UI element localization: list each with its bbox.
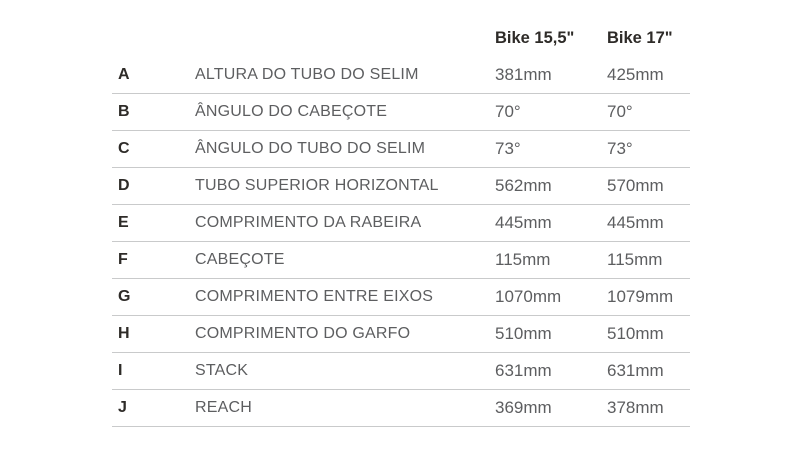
row-value-bike-15-5: 115mm — [495, 250, 551, 269]
row-letter: F — [118, 251, 128, 268]
row-letter: J — [118, 399, 127, 416]
column-header-bike-17: Bike 17" — [607, 29, 673, 47]
row-value-bike-15-5: 562mm — [495, 176, 552, 195]
row-value-bike-15-5: 1070mm — [495, 287, 562, 306]
bike-geometry-table: Bike 15,5" Bike 17" A ALTURA DO TUBO DO … — [112, 20, 690, 427]
row-letter: G — [118, 288, 131, 305]
row-value-bike-15-5: 70° — [495, 102, 521, 121]
row-value-bike-17: 1079mm — [607, 287, 674, 306]
row-value-bike-17: 70° — [607, 102, 633, 121]
row-letter: B — [118, 103, 130, 120]
table-row: F CABEÇOTE 115mm 115mm — [112, 242, 690, 279]
row-value-bike-17: 631mm — [607, 361, 664, 380]
table-row: H COMPRIMENTO DO GARFO 510mm 510mm — [112, 316, 690, 353]
row-letter: D — [118, 177, 130, 194]
row-value-bike-17: 115mm — [607, 250, 663, 269]
row-value-bike-17: 378mm — [607, 398, 664, 417]
table-row: D TUBO SUPERIOR HORIZONTAL 562mm 570mm — [112, 168, 690, 205]
row-label: REACH — [195, 399, 253, 416]
row-value-bike-15-5: 510mm — [495, 324, 552, 343]
table-row: J REACH 369mm 378mm — [112, 390, 690, 427]
row-value-bike-15-5: 631mm — [495, 361, 552, 380]
row-letter: E — [118, 214, 129, 231]
column-header-bike-15-5: Bike 15,5" — [495, 29, 575, 47]
row-value-bike-17: 425mm — [607, 65, 664, 84]
table-header-row: Bike 15,5" Bike 17" — [112, 20, 690, 57]
row-value-bike-17: 445mm — [607, 213, 664, 232]
row-letter: A — [118, 66, 130, 83]
row-label: ÂNGULO DO TUBO DO SELIM — [195, 140, 426, 157]
row-letter: I — [118, 362, 123, 379]
row-letter: H — [118, 325, 130, 342]
row-label: COMPRIMENTO DA RABEIRA — [195, 214, 422, 231]
row-label: TUBO SUPERIOR HORIZONTAL — [195, 177, 439, 194]
table-row: G COMPRIMENTO ENTRE EIXOS 1070mm 1079mm — [112, 279, 690, 316]
row-label: ALTURA DO TUBO DO SELIM — [195, 66, 419, 83]
table-row: A ALTURA DO TUBO DO SELIM 381mm 425mm — [112, 57, 690, 94]
row-value-bike-17: 570mm — [607, 176, 664, 195]
row-label: CABEÇOTE — [195, 251, 285, 268]
row-label: ÂNGULO DO CABEÇOTE — [195, 103, 388, 120]
table-row: E COMPRIMENTO DA RABEIRA 445mm 445mm — [112, 205, 690, 242]
table-row: I STACK 631mm 631mm — [112, 353, 690, 390]
row-letter: C — [118, 140, 130, 157]
row-value-bike-15-5: 369mm — [495, 398, 552, 417]
row-value-bike-15-5: 73° — [495, 139, 521, 158]
row-value-bike-15-5: 445mm — [495, 213, 552, 232]
row-label: COMPRIMENTO ENTRE EIXOS — [195, 288, 434, 305]
row-value-bike-17: 510mm — [607, 324, 664, 343]
row-value-bike-17: 73° — [607, 139, 633, 158]
row-label: COMPRIMENTO DO GARFO — [195, 325, 411, 342]
row-label: STACK — [195, 362, 249, 379]
table-row: C ÂNGULO DO TUBO DO SELIM 73° 73° — [112, 131, 690, 168]
row-value-bike-15-5: 381mm — [495, 65, 552, 84]
table-row: B ÂNGULO DO CABEÇOTE 70° 70° — [112, 94, 690, 131]
